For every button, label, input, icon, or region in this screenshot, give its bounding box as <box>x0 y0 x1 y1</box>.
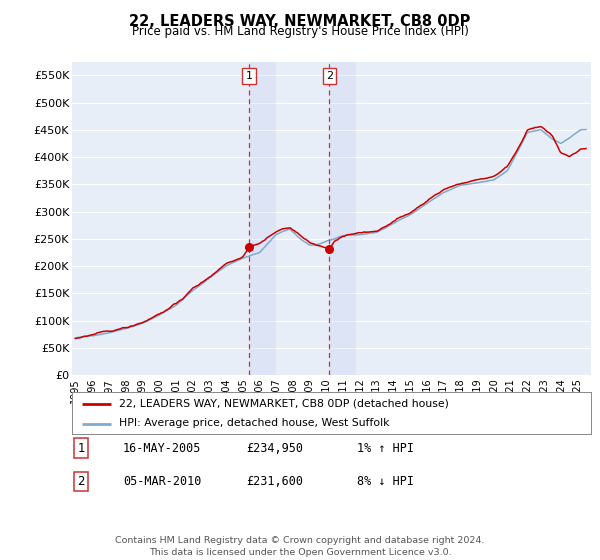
Text: 8% ↓ HPI: 8% ↓ HPI <box>357 475 414 488</box>
Bar <box>249 62 276 375</box>
Text: HPI: Average price, detached house, West Suffolk: HPI: Average price, detached house, West… <box>119 418 389 428</box>
Text: 2: 2 <box>77 475 85 488</box>
Text: 1: 1 <box>245 71 253 81</box>
Text: 2: 2 <box>326 71 333 81</box>
Text: 05-MAR-2010: 05-MAR-2010 <box>123 475 202 488</box>
Text: Price paid vs. HM Land Registry's House Price Index (HPI): Price paid vs. HM Land Registry's House … <box>131 25 469 38</box>
Text: 1: 1 <box>77 441 85 455</box>
Text: 16-MAY-2005: 16-MAY-2005 <box>123 441 202 455</box>
Text: Contains HM Land Registry data © Crown copyright and database right 2024.
This d: Contains HM Land Registry data © Crown c… <box>115 536 485 557</box>
Text: £234,950: £234,950 <box>246 441 303 455</box>
Bar <box>329 62 356 375</box>
Text: 22, LEADERS WAY, NEWMARKET, CB8 0DP: 22, LEADERS WAY, NEWMARKET, CB8 0DP <box>130 14 470 29</box>
Text: £231,600: £231,600 <box>246 475 303 488</box>
Text: 1% ↑ HPI: 1% ↑ HPI <box>357 441 414 455</box>
Text: 22, LEADERS WAY, NEWMARKET, CB8 0DP (detached house): 22, LEADERS WAY, NEWMARKET, CB8 0DP (det… <box>119 399 449 409</box>
